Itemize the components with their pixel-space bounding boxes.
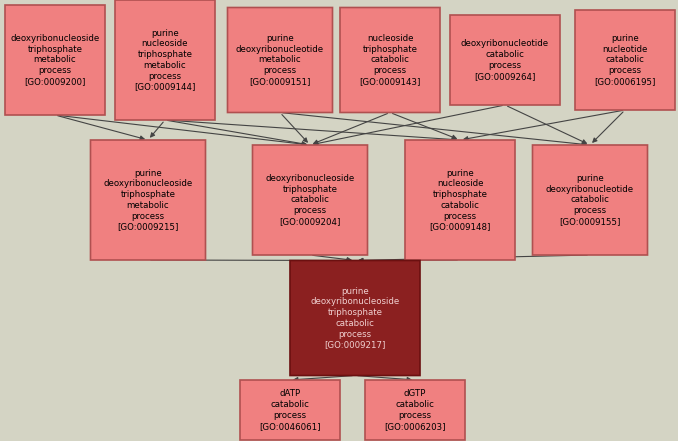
FancyBboxPatch shape xyxy=(252,145,367,255)
Text: purine
nucleotide
catabolic
process
[GO:0006195]: purine nucleotide catabolic process [GO:… xyxy=(595,34,656,86)
FancyBboxPatch shape xyxy=(228,7,332,112)
FancyBboxPatch shape xyxy=(240,380,340,440)
Text: dATP
catabolic
process
[GO:0046061]: dATP catabolic process [GO:0046061] xyxy=(259,389,321,430)
Text: nucleoside
triphosphate
catabolic
process
[GO:0009143]: nucleoside triphosphate catabolic proces… xyxy=(359,34,420,86)
FancyBboxPatch shape xyxy=(405,140,515,260)
Text: deoxyribonucleoside
triphosphate
metabolic
process
[GO:0009200]: deoxyribonucleoside triphosphate metabol… xyxy=(10,34,100,86)
Text: purine
deoxyribonucleotide
catabolic
process
[GO:0009155]: purine deoxyribonucleotide catabolic pro… xyxy=(546,174,634,226)
FancyBboxPatch shape xyxy=(450,15,560,105)
FancyBboxPatch shape xyxy=(90,140,205,260)
Text: purine
deoxyribonucleoside
triphosphate
catabolic
process
[GO:0009217]: purine deoxyribonucleoside triphosphate … xyxy=(311,287,399,349)
FancyBboxPatch shape xyxy=(575,10,675,110)
FancyBboxPatch shape xyxy=(365,380,465,440)
Text: purine
nucleoside
triphosphate
catabolic
process
[GO:0009148]: purine nucleoside triphosphate catabolic… xyxy=(429,168,491,232)
Text: deoxyribonucleotide
catabolic
process
[GO:0009264]: deoxyribonucleotide catabolic process [G… xyxy=(461,39,549,81)
FancyBboxPatch shape xyxy=(5,5,105,115)
FancyBboxPatch shape xyxy=(340,7,440,112)
Text: purine
nucleoside
triphosphate
metabolic
process
[GO:0009144]: purine nucleoside triphosphate metabolic… xyxy=(134,29,196,91)
Text: deoxyribonucleoside
triphosphate
catabolic
process
[GO:0009204]: deoxyribonucleoside triphosphate catabol… xyxy=(265,174,355,226)
FancyBboxPatch shape xyxy=(290,261,420,375)
Text: purine
deoxyribonucleoside
triphosphate
metabolic
process
[GO:0009215]: purine deoxyribonucleoside triphosphate … xyxy=(103,168,193,232)
Text: dGTP
catabolic
process
[GO:0006203]: dGTP catabolic process [GO:0006203] xyxy=(384,389,445,430)
FancyBboxPatch shape xyxy=(532,145,647,255)
FancyBboxPatch shape xyxy=(115,0,215,120)
Text: purine
deoxyribonucleotide
metabolic
process
[GO:0009151]: purine deoxyribonucleotide metabolic pro… xyxy=(236,34,324,86)
